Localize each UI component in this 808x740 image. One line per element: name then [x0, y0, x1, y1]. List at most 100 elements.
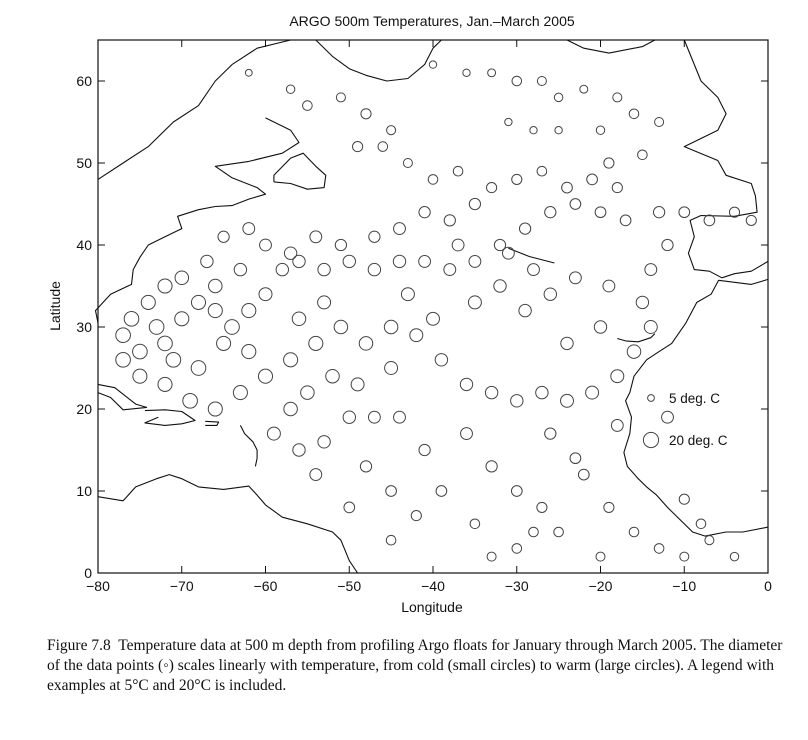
float-point	[157, 335, 173, 352]
coastline-map	[94, 39, 769, 574]
float-point	[611, 182, 623, 194]
float-point	[501, 246, 515, 260]
float-point	[577, 468, 590, 481]
float-point	[536, 75, 547, 87]
float-point	[302, 100, 313, 111]
float-point	[527, 263, 540, 277]
float-point	[325, 368, 340, 384]
float-point	[695, 518, 707, 530]
float-point	[368, 230, 381, 243]
legend-marker	[647, 394, 655, 402]
float-point	[418, 254, 432, 268]
float-point	[511, 543, 523, 554]
float-point	[469, 518, 481, 530]
float-point	[266, 426, 281, 441]
float-point	[283, 401, 298, 417]
x-tick-label: −70	[170, 578, 194, 594]
float-point	[443, 214, 456, 227]
float-point	[595, 551, 606, 562]
float-point	[157, 278, 173, 294]
float-point	[586, 173, 598, 186]
float-point	[652, 206, 666, 219]
float-point	[487, 68, 497, 78]
x-tick-label: −30	[505, 578, 529, 594]
float-point	[643, 320, 658, 334]
float-point	[728, 206, 741, 218]
float-point	[257, 368, 274, 384]
caption-text: Temperature data at 500 m depth from pro…	[47, 637, 783, 694]
float-point	[217, 230, 230, 243]
float-point	[603, 157, 615, 169]
float-point	[182, 392, 198, 409]
float-point	[242, 222, 256, 236]
float-point	[300, 385, 315, 400]
x-tick-label: −40	[421, 578, 445, 594]
float-point	[704, 535, 715, 546]
float-point	[569, 198, 582, 210]
float-point	[285, 84, 296, 94]
float-point	[148, 319, 165, 335]
float-point	[510, 485, 523, 497]
x-tick-label: −10	[672, 578, 696, 594]
data-points	[115, 60, 757, 562]
float-point	[493, 238, 507, 252]
float-point	[317, 295, 332, 310]
float-point	[595, 125, 606, 135]
float-point	[292, 443, 306, 457]
float-point	[359, 460, 373, 473]
float-point	[468, 197, 482, 211]
float-point	[165, 351, 182, 368]
float-point	[610, 418, 624, 432]
float-point	[486, 551, 497, 562]
float-point	[317, 435, 331, 449]
float-point	[358, 336, 374, 351]
float-point	[410, 510, 422, 522]
float-point	[661, 238, 674, 252]
float-point	[451, 238, 465, 252]
float-point	[518, 303, 532, 318]
y-tick-label: 20	[76, 401, 92, 417]
float-point	[678, 206, 691, 219]
y-tick-label: 40	[76, 237, 92, 253]
float-point	[418, 443, 431, 457]
float-point	[207, 303, 223, 319]
float-point	[258, 287, 273, 302]
float-point	[190, 360, 207, 376]
y-axis: 0 10 20 30 40 50 60	[76, 73, 768, 581]
float-point	[317, 262, 331, 277]
float-point	[386, 125, 397, 136]
float-point	[392, 254, 407, 269]
south-america-coast	[97, 474, 359, 574]
float-point	[560, 336, 574, 351]
float-point	[308, 335, 324, 351]
float-point	[484, 385, 499, 400]
float-point	[603, 501, 615, 513]
float-point	[352, 141, 364, 153]
float-point	[745, 214, 757, 226]
float-point	[275, 262, 289, 277]
float-point	[594, 206, 607, 219]
float-point	[610, 369, 625, 384]
x-tick-label: −60	[254, 578, 278, 594]
plot-frame	[97, 39, 769, 574]
x-tick-label: 0	[764, 578, 772, 594]
float-point	[207, 401, 223, 417]
float-point	[333, 319, 349, 335]
float-point	[703, 214, 716, 227]
float-point	[593, 320, 608, 334]
float-point	[309, 230, 323, 244]
float-point	[132, 343, 148, 360]
float-point	[132, 368, 148, 384]
float-point	[383, 319, 399, 335]
float-point	[428, 60, 438, 69]
float-point	[426, 311, 440, 326]
float-point	[553, 526, 564, 538]
float-point	[468, 254, 482, 268]
float-point	[568, 271, 582, 285]
y-tick-label: 50	[76, 155, 92, 171]
float-point	[535, 385, 549, 400]
float-point	[612, 92, 623, 103]
float-point	[543, 287, 557, 301]
float-point	[554, 126, 563, 135]
y-axis-title: Latitude	[47, 281, 63, 331]
